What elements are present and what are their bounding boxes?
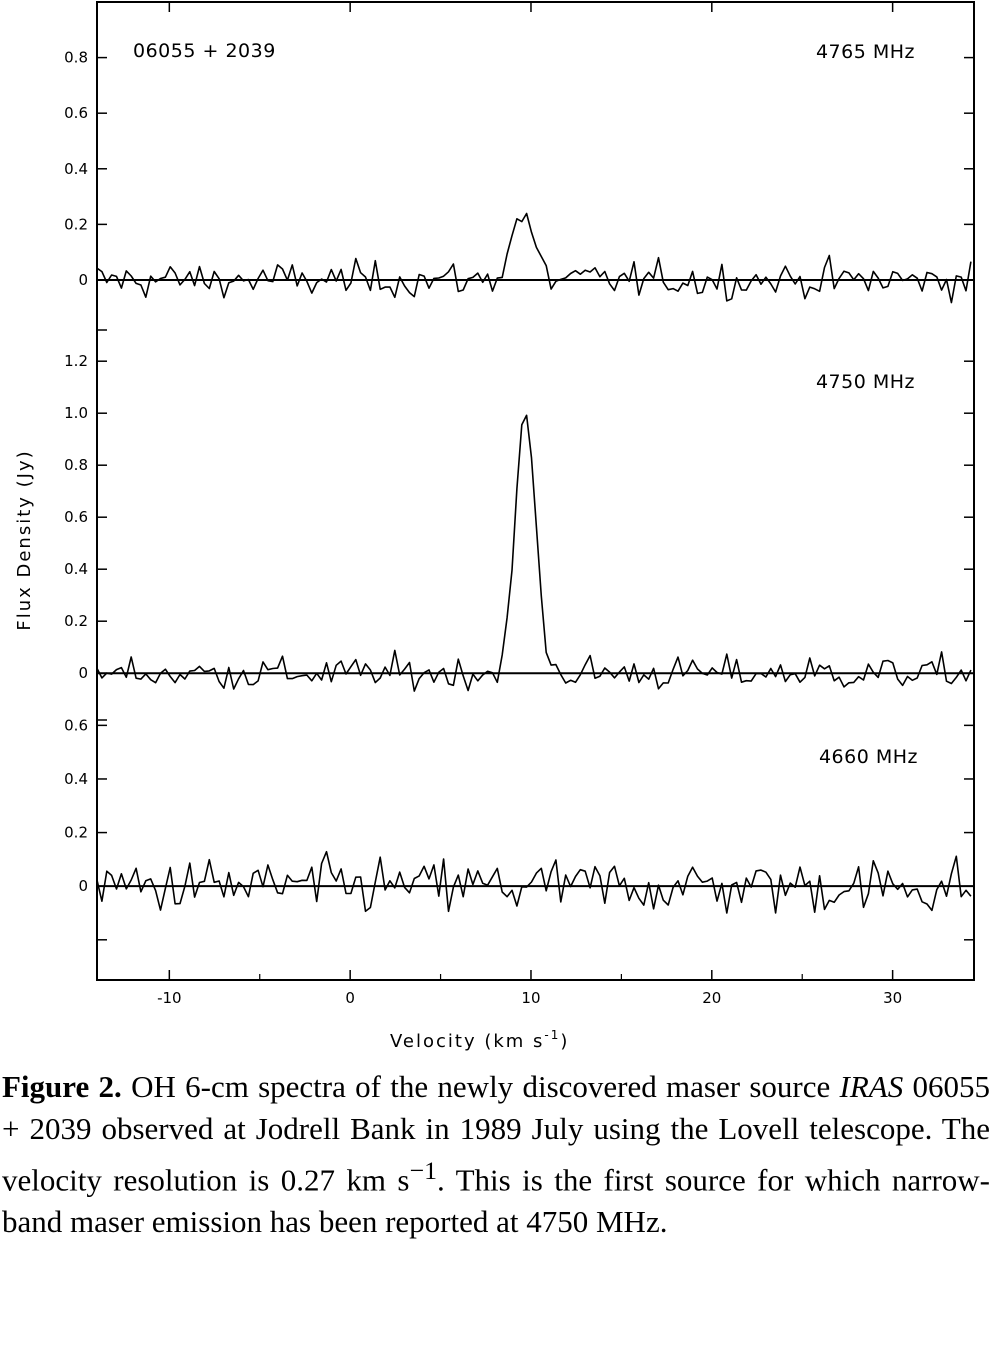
y-tick-label: 0.8: [64, 49, 88, 67]
figure-caption: Figure 2. OH 6-cm spectra of the newly d…: [2, 1066, 990, 1243]
spectra-figure: 0 0.2 0.4 0.6 0.8 4765 MHz 0 0.2 0.4 0.6 0.8 1.0 1.2…: [14, 1, 975, 1052]
y-tick-label: 1.0: [64, 404, 88, 422]
plot-frame: [96, 1, 975, 981]
y-tick-label: 0.6: [64, 508, 88, 526]
caption-text-3: . This is the first source for which nar…: [2, 1162, 990, 1240]
caption-source: IRAS: [839, 1069, 904, 1104]
x-tick-label: 20: [702, 989, 721, 1007]
y-tick-label: 0: [78, 664, 88, 682]
y-tick-label: 0.8: [64, 456, 88, 474]
label-group: 0 0.2 0.4 0.6 0.8 4765 MHz 0 0.2 0.4 0.6 0.8 1.0 1.2…: [64, 41, 918, 1007]
tick-group: [97, 2, 974, 980]
x-tick-label: 0: [345, 989, 355, 1007]
spectra-group: [96, 212, 972, 914]
caption-label: Figure 2.: [2, 1069, 122, 1104]
y-tick-label: 0.2: [64, 612, 88, 630]
x-axis-title-sup: -1: [544, 1028, 560, 1042]
x-tick-label: -10: [157, 989, 182, 1007]
y-tick-label: 0.4: [64, 560, 88, 578]
y-axis-title: Flux Density (Jy): [14, 449, 35, 630]
source-label: 06055 + 2039: [133, 40, 276, 62]
spectrum-line: [96, 212, 972, 304]
x-axis-title-main: Velocity (km s: [390, 1031, 544, 1052]
x-axis-title-end: ): [560, 1031, 569, 1052]
y-tick-label: 1.2: [64, 352, 88, 370]
panel-frequency-label: 4750 MHz: [816, 371, 915, 393]
y-tick-label: 0.6: [64, 104, 88, 122]
spectrum-line: [96, 850, 972, 914]
y-tick-label: 0.6: [64, 716, 88, 734]
y-tick-label: 0.4: [64, 770, 88, 788]
y-tick-label: 0.2: [64, 824, 88, 842]
caption-sup: −1: [409, 1156, 437, 1185]
x-tick-label: 30: [883, 989, 902, 1007]
caption-text-2: 06055 + 2039 observed at Jodrell Bank in…: [2, 1069, 990, 1198]
panel-frequency-label: 4765 MHz: [816, 41, 915, 63]
y-tick-label: 0.2: [64, 215, 88, 233]
x-tick-label: 10: [521, 989, 540, 1007]
spectrum-line: [96, 414, 972, 692]
y-tick-label: 0: [78, 271, 88, 289]
y-tick-label: 0: [78, 877, 88, 895]
caption-text-1: OH 6-cm spectra of the newly discovered …: [121, 1069, 840, 1104]
panel-frequency-label: 4660 MHz: [819, 746, 918, 768]
y-tick-label: 0.4: [64, 160, 88, 178]
x-axis-title: Velocity (km s-1): [390, 1028, 569, 1052]
